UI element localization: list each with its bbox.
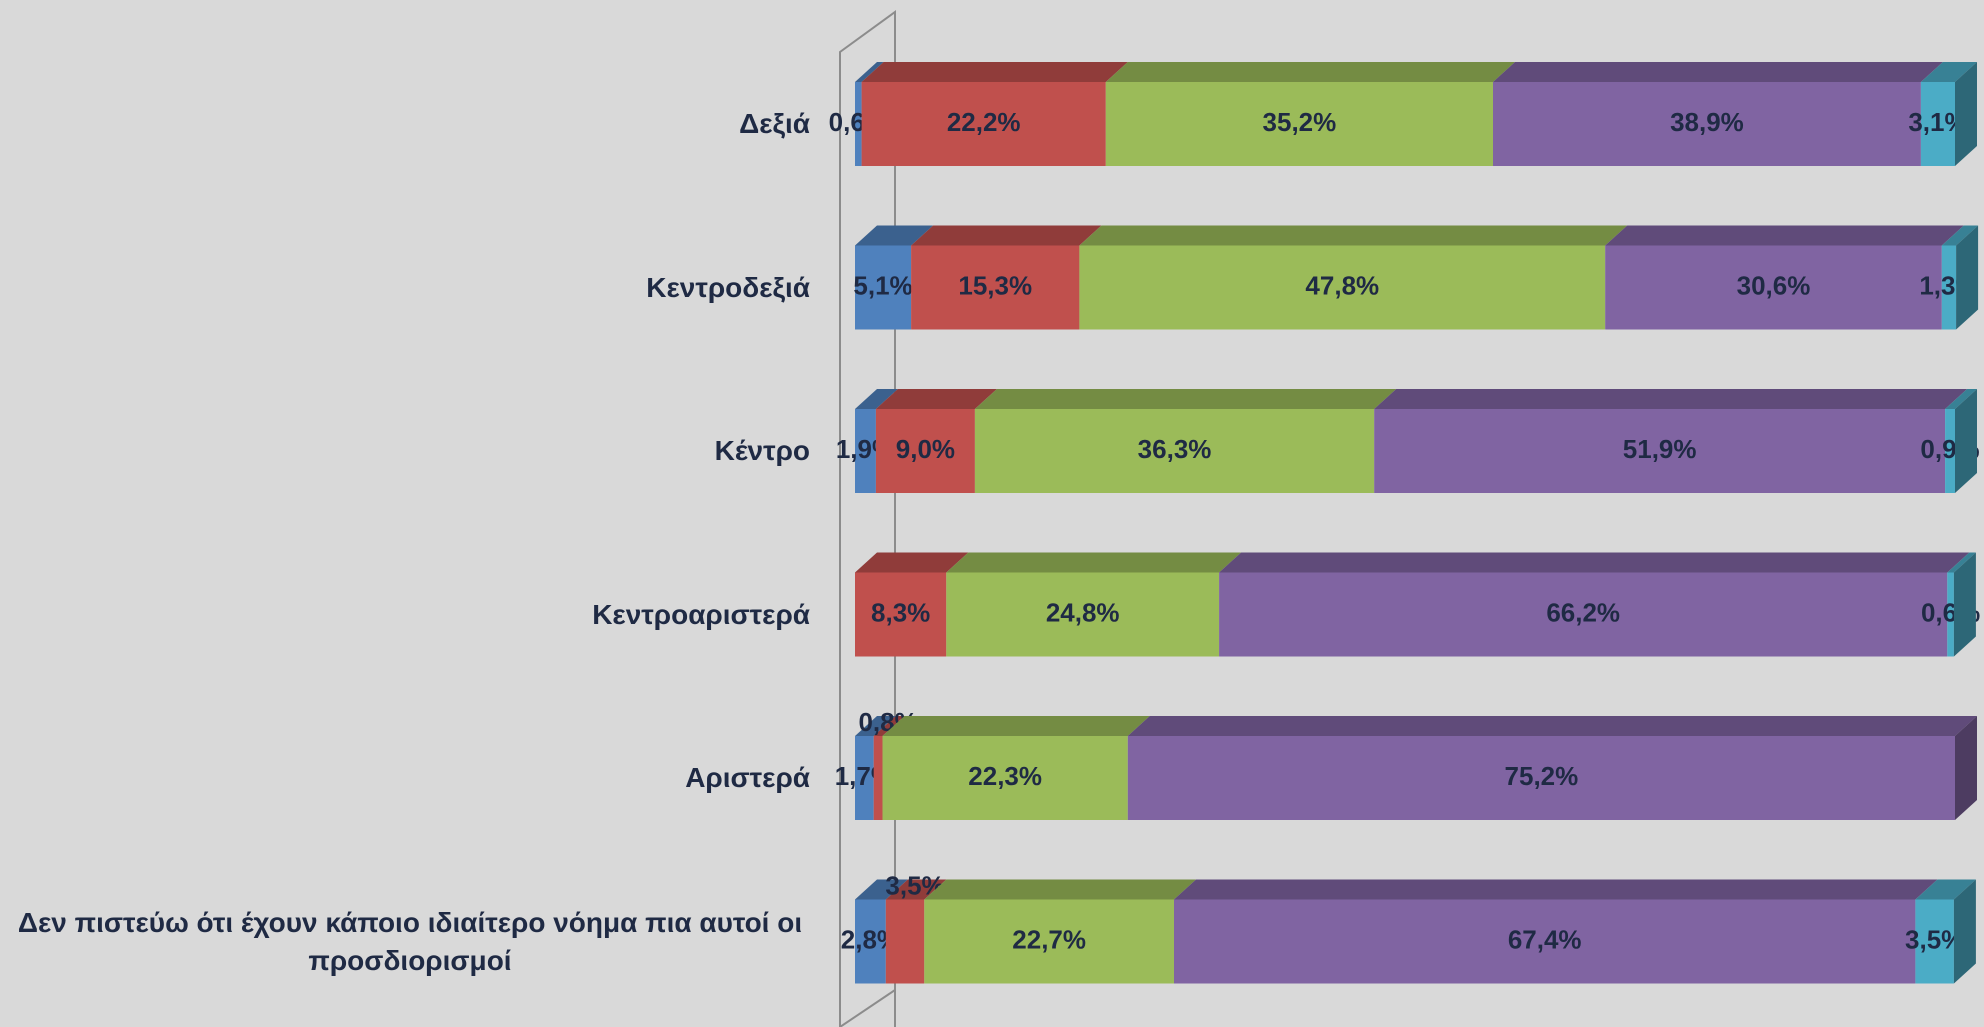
bar-side <box>1956 225 1979 330</box>
bar-segment <box>911 245 1080 330</box>
category-label: Κέντρο <box>10 432 810 470</box>
value-label: 5,1% <box>853 270 912 300</box>
value-label: 15,3% <box>958 270 1032 300</box>
bar-segment <box>1941 245 1957 330</box>
bar-segment <box>855 572 947 657</box>
value-label: 38,9% <box>1670 107 1744 137</box>
category-text: Κεντροδεξιά <box>646 271 810 303</box>
value-label: 30,6% <box>1737 270 1811 300</box>
category-text: Κεντροαριστερά <box>592 598 810 630</box>
floor-edge <box>839 989 896 1027</box>
bar-top <box>911 225 1102 246</box>
bar-top <box>1219 552 1970 573</box>
value-label: 22,3% <box>968 761 1042 791</box>
bar-top <box>946 552 1242 573</box>
bar-top <box>882 716 1150 736</box>
bar-top <box>861 62 1128 82</box>
bar-top <box>885 879 947 900</box>
bar-top <box>924 879 1196 900</box>
bar-segment <box>875 409 975 493</box>
bar-segment <box>873 736 883 820</box>
bar-segment <box>855 82 862 166</box>
bar-side <box>1955 389 1977 493</box>
bar-top <box>873 716 905 736</box>
bar-segment <box>1127 736 1955 820</box>
bar-segment <box>946 572 1220 657</box>
category-label: Δεν πιστεύω ότι έχουν κάποιο ιδιαίτερο ν… <box>10 904 810 980</box>
bar-segment <box>882 736 1128 820</box>
category-text: Κέντρο <box>714 435 810 466</box>
bar-segment <box>924 899 1174 984</box>
bar-top <box>1915 879 1976 900</box>
bar-top <box>855 62 884 82</box>
bar-top <box>1947 552 1976 573</box>
value-label: 66,2% <box>1546 597 1620 627</box>
bar-top <box>974 389 1397 409</box>
bar-segment <box>1947 572 1954 657</box>
bar-top <box>1605 225 1964 246</box>
value-label: 22,2% <box>947 107 1021 137</box>
value-label: 51,9% <box>1623 434 1697 464</box>
bar-top <box>855 225 934 246</box>
value-label: 9,0% <box>896 434 955 464</box>
bar-segment <box>1105 82 1493 166</box>
value-label: 36,3% <box>1138 434 1212 464</box>
bar-top <box>1079 225 1628 246</box>
category-label: Αριστερά <box>10 759 810 797</box>
bar-top <box>855 879 908 900</box>
bar-side <box>1955 62 1977 166</box>
bar-top <box>855 389 898 409</box>
bar-segment <box>1945 409 1955 493</box>
bar-top <box>1127 716 1977 736</box>
category-text: Αριστερά <box>685 762 810 793</box>
bar-top <box>1920 62 1977 82</box>
bar-top <box>855 552 969 573</box>
bar-segment <box>1079 245 1606 330</box>
bar-top <box>1105 62 1515 82</box>
bar-segment <box>885 899 925 984</box>
value-label: 47,8% <box>1305 270 1379 300</box>
value-label: 75,2% <box>1505 761 1579 791</box>
bar-top <box>875 389 997 409</box>
bar-segment <box>855 899 886 984</box>
bar-segment <box>855 245 912 330</box>
bar-segment <box>855 409 876 493</box>
back-wall <box>839 10 896 1027</box>
bar-segment <box>855 736 874 820</box>
bar-segment <box>1493 82 1921 166</box>
bar-segment <box>1374 409 1946 493</box>
bar-segment <box>1174 899 1916 984</box>
category-text: Δεξιά <box>739 108 810 139</box>
bar-segment <box>974 409 1375 493</box>
value-label: 35,2% <box>1263 107 1337 137</box>
bar-side <box>1955 716 1977 820</box>
category-label: Κεντροδεξιά <box>10 269 810 307</box>
bar-side <box>1953 552 1976 657</box>
value-label: 67,4% <box>1508 924 1582 954</box>
category-label: Δεξιά <box>10 105 810 143</box>
bar-segment <box>1920 82 1955 166</box>
bar-segment <box>1605 245 1942 330</box>
bar-top <box>1941 225 1979 246</box>
bar-segment <box>1915 899 1954 984</box>
value-label: 24,8% <box>1046 597 1120 627</box>
bar-side <box>1953 879 1976 984</box>
bar-top <box>1374 389 1968 409</box>
bar-top <box>1493 62 1943 82</box>
bar-top <box>855 716 896 736</box>
category-label: Κεντροαριστερά <box>10 596 810 634</box>
category-text: Δεν πιστεύω ότι έχουν κάποιο ιδιαίτερο ν… <box>17 906 803 976</box>
value-label: 8,3% <box>871 597 930 627</box>
bar-segment <box>861 82 1106 166</box>
bar-top <box>1945 389 1977 409</box>
bar-top <box>1174 879 1938 900</box>
value-label: 22,7% <box>1012 924 1086 954</box>
bar-segment <box>1219 572 1948 657</box>
